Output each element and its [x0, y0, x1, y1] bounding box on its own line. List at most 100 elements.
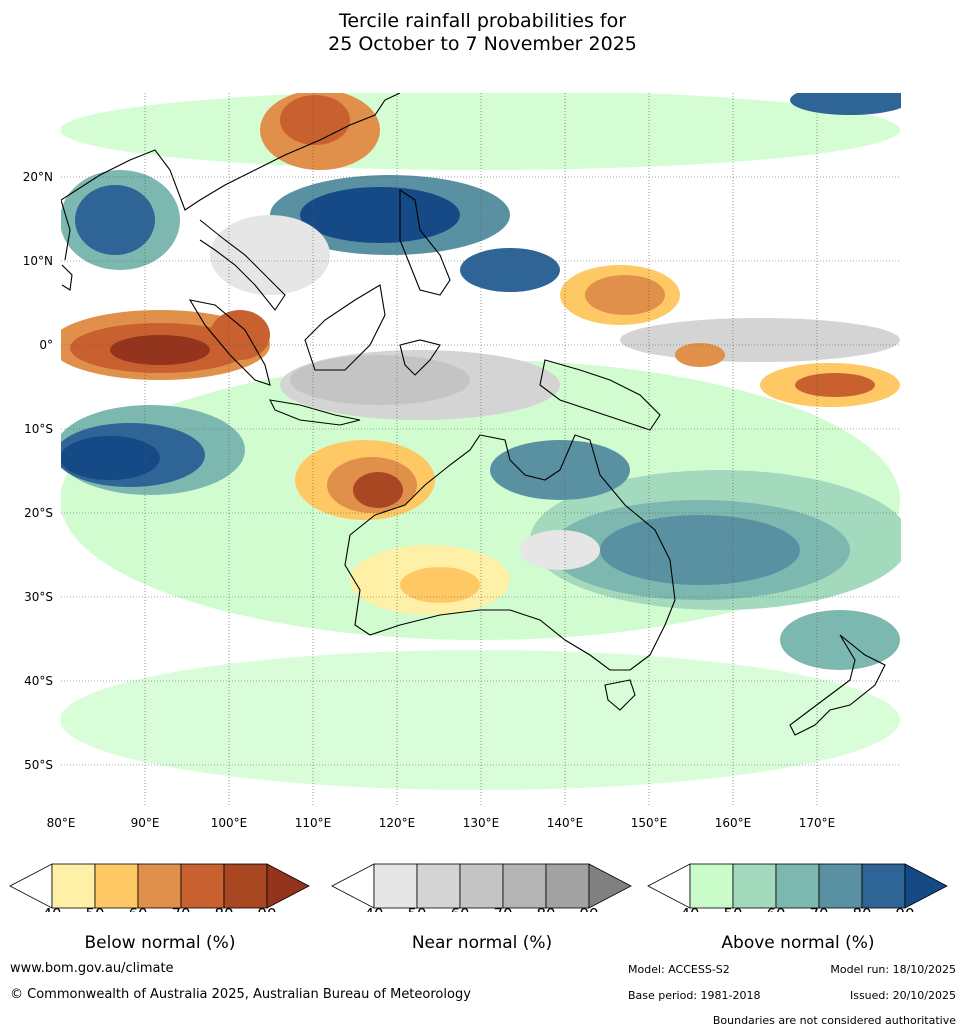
longitude-label: 90°E — [131, 816, 160, 830]
colorbar-extend-high — [588, 863, 632, 909]
copyright-text: © Commonwealth of Australia 2025, Austra… — [10, 987, 471, 1002]
colorbar-tick-label: 50 — [85, 905, 104, 912]
latitude-label: 20°S — [24, 506, 53, 520]
colorbar-segment — [180, 863, 225, 909]
above-normal-field — [790, 93, 901, 115]
longitude-label: 140°E — [547, 816, 584, 830]
colorbar-tick-label: 60 — [766, 905, 785, 912]
colorbar-segment — [732, 863, 777, 909]
longitude-label: 160°E — [715, 816, 752, 830]
colorbar-segment — [775, 863, 820, 909]
below-normal-field — [675, 343, 725, 367]
colorbar-extend-low — [9, 863, 53, 909]
below-normal-field — [585, 275, 665, 315]
above-normal-colorbar: 40 50 60 70 80 90 — [647, 863, 948, 912]
disclaimer-text: Boundaries are not considered authoritat… — [712, 1014, 956, 1027]
longitude-label: 100°E — [211, 816, 248, 830]
colorbar-segment — [137, 863, 182, 909]
colorbar-segment — [545, 863, 590, 909]
colorbar-tick-label: 60 — [128, 905, 147, 912]
colorbar-tick-label: 70 — [493, 905, 512, 912]
below-normal-field — [210, 310, 270, 360]
probability-fields — [61, 93, 901, 790]
map-title: Tercile rainfall probabilities for 25 Oc… — [0, 10, 965, 56]
near-normal-field — [520, 530, 600, 570]
colorbar-segment — [502, 863, 547, 909]
colorbar-segment — [416, 863, 461, 909]
colorbar-segment — [689, 863, 734, 909]
new-guinea-coastline — [539, 359, 661, 431]
near-normal-field — [210, 215, 330, 295]
above-normal-field — [61, 93, 900, 170]
colorbar-tick-label: 90 — [257, 905, 276, 912]
new-zealand-coastline — [789, 634, 886, 736]
colorbar-segment — [818, 863, 863, 909]
colorbar-segment — [373, 863, 418, 909]
latitude-label: 20°N — [23, 170, 53, 184]
colorbar-tick-label: 40 — [364, 905, 383, 912]
website-link[interactable]: www.bom.gov.au/climate — [10, 961, 174, 976]
issued-text: Issued: 20/10/2025 — [849, 989, 956, 1002]
latitude-label: 0° — [39, 338, 53, 352]
near-normal-field — [620, 318, 900, 362]
colorbar-tick-label: 80 — [852, 905, 871, 912]
below-normal-field — [795, 373, 875, 397]
below-normal-field — [400, 567, 480, 603]
above-normal-field — [300, 187, 460, 243]
colorbar-tick-label: 50 — [407, 905, 426, 912]
colorbar-extend-low — [331, 863, 375, 909]
longitude-label: 150°E — [631, 816, 668, 830]
above-normal-field — [61, 650, 900, 790]
sumatra-coastline — [188, 299, 271, 386]
colorbar-tick-label: 50 — [723, 905, 742, 912]
latitude-label: 10°S — [24, 422, 53, 436]
map-title-line1: Tercile rainfall probabilities for — [338, 10, 627, 32]
colorbar-segment — [51, 863, 96, 909]
map-title-line2: 25 October to 7 November 2025 — [328, 33, 637, 55]
near-normal-field — [290, 355, 470, 405]
rainfall-probability-map: 80°E 90°E 100°E 110°E 120°E 130°E 140°E 150°E 16… — [23, 93, 901, 830]
colorbar-tick-label: 80 — [536, 905, 555, 912]
borneo-coastline — [304, 284, 386, 371]
asia-coastline — [61, 93, 401, 311]
above-normal-field — [61, 436, 160, 480]
philippines-coastline — [399, 188, 451, 296]
below-normal-field — [353, 472, 403, 508]
colorbar-tick-label: 80 — [214, 905, 233, 912]
colorbar-segment — [861, 863, 906, 909]
java-coastline — [269, 399, 361, 426]
colorbar-segment — [459, 863, 504, 909]
colorbar-tick-label: 70 — [171, 905, 190, 912]
below-normal-field — [110, 335, 210, 365]
above-normal-field — [75, 185, 155, 255]
latitude-labels: 20°N 10°N 0° 10°S 20°S 30°S 40°S 50°S — [23, 170, 53, 772]
colorbar-tick-label: 90 — [579, 905, 598, 912]
model-run-text: Model run: 18/10/2025 — [830, 963, 956, 976]
latitude-label: 30°S — [24, 590, 53, 604]
above-normal-field — [460, 248, 560, 292]
latitude-label: 40°S — [24, 674, 53, 688]
latitude-label: 50°S — [24, 758, 53, 772]
colorbar-tick-label: 70 — [809, 905, 828, 912]
sri-lanka-coastline — [61, 264, 73, 291]
near-normal-title: Near normal (%) — [411, 933, 553, 953]
longitude-label: 130°E — [463, 816, 500, 830]
longitude-labels: 80°E 90°E 100°E 110°E 120°E 130°E 140°E 150°E 16… — [47, 816, 836, 830]
colorbar-tick-label: 90 — [895, 905, 914, 912]
longitude-label: 170°E — [799, 816, 836, 830]
gridlines — [61, 93, 901, 807]
india-coastline — [61, 199, 71, 261]
base-period-text: Base period: 1981-2018 — [628, 989, 761, 1002]
longitude-label: 80°E — [47, 816, 76, 830]
colorbar-tick-label: 40 — [680, 905, 699, 912]
near-normal-colorbar: 40 50 60 70 80 90 — [331, 863, 632, 912]
above-normal-field — [600, 515, 800, 585]
longitude-label: 110°E — [295, 816, 332, 830]
colorbar-tick-label: 40 — [42, 905, 61, 912]
colorbar-extend-low — [647, 863, 691, 909]
longitude-label: 120°E — [379, 816, 416, 830]
colorbar-extend-high — [266, 863, 310, 909]
latitude-label: 10°N — [23, 254, 53, 268]
sulawesi-coastline — [399, 339, 441, 376]
colorbar-segment — [94, 863, 139, 909]
